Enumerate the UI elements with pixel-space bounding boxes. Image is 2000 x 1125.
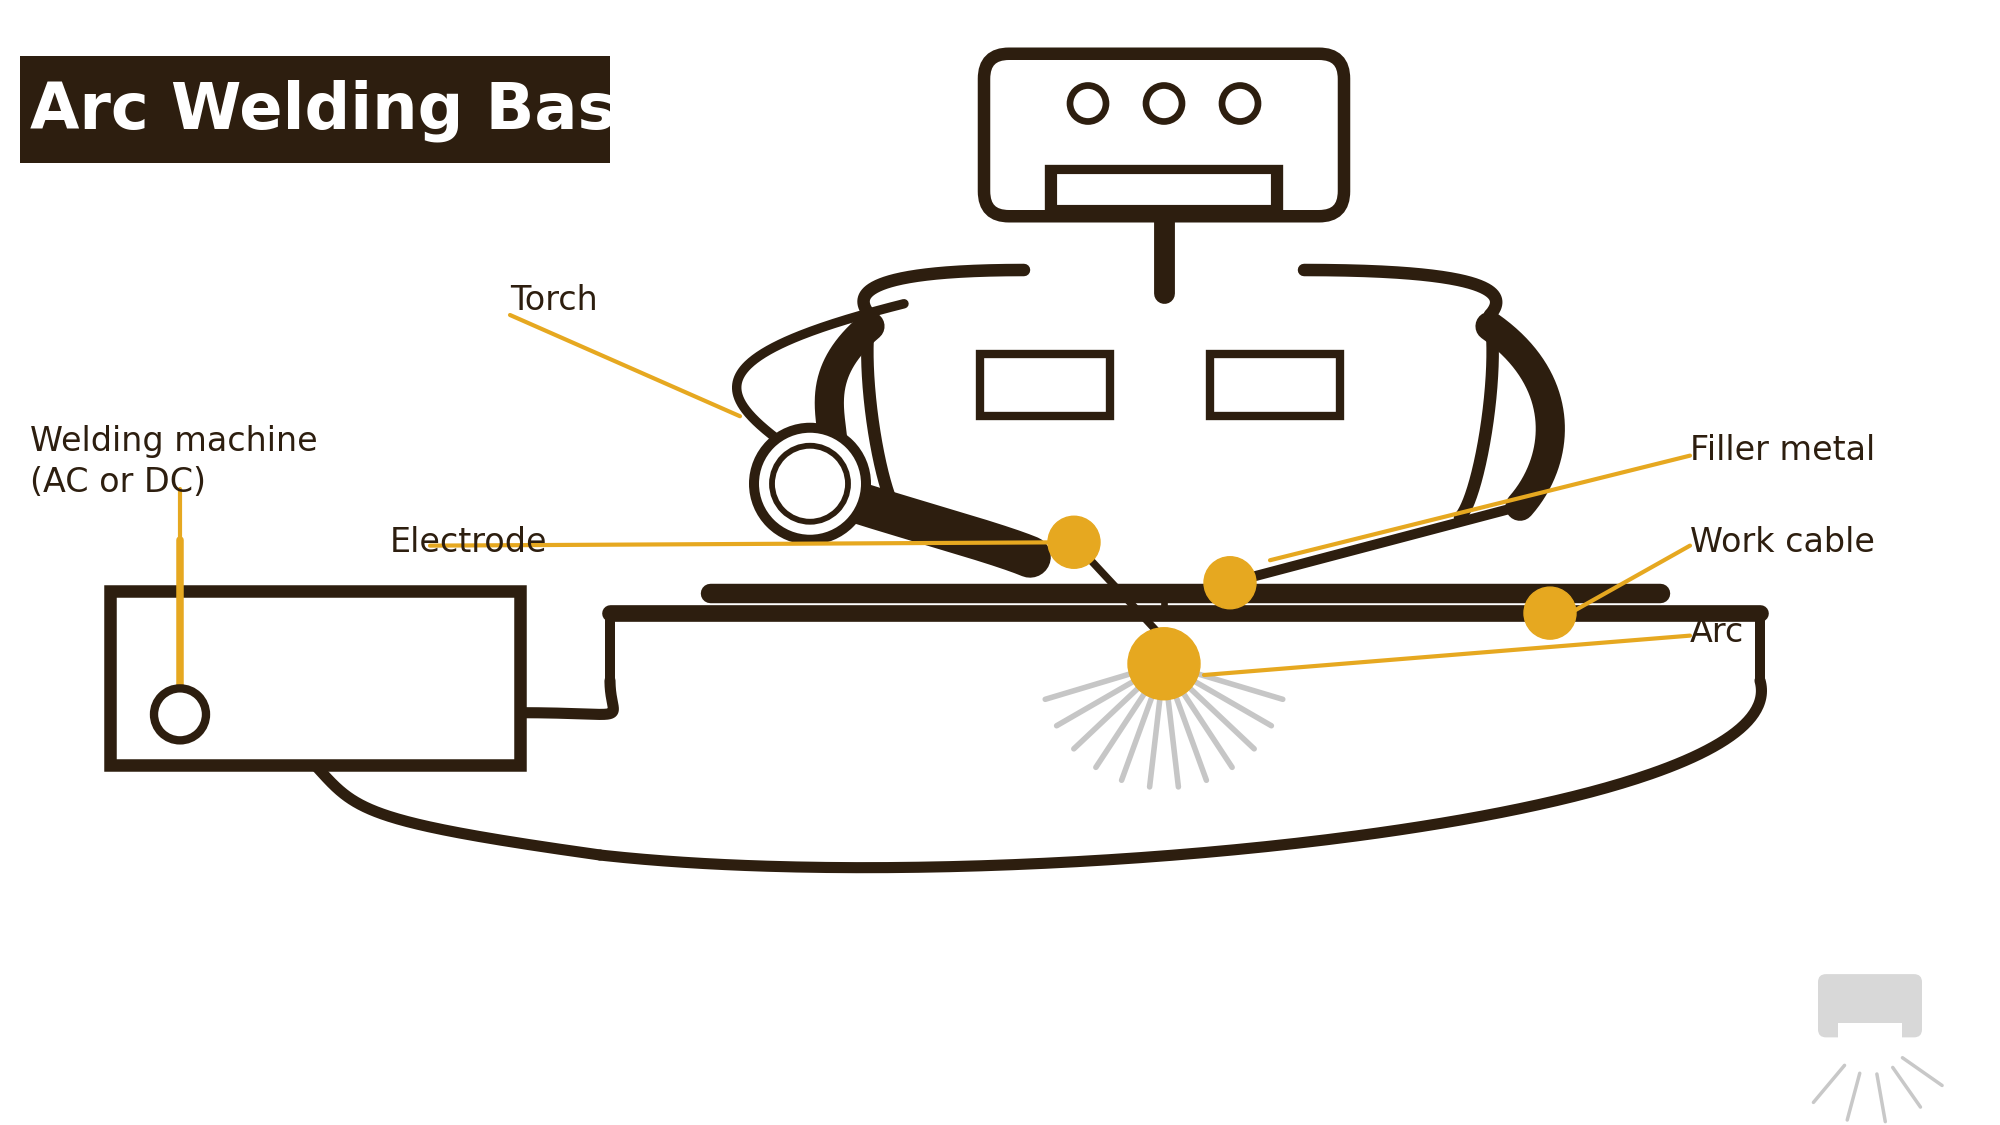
Text: Arc Welding Basics: Arc Welding Basics (30, 79, 714, 142)
Text: Arc: Arc (1690, 615, 1744, 649)
Text: (AC or DC): (AC or DC) (30, 466, 206, 500)
Text: Electrode: Electrode (390, 525, 548, 559)
Circle shape (154, 688, 206, 740)
Text: Welding machine: Welding machine (30, 424, 318, 458)
Circle shape (754, 428, 866, 540)
Circle shape (1146, 86, 1182, 122)
Bar (110, 591, 520, 765)
Text: Torch: Torch (510, 284, 598, 317)
Text: Filler metal: Filler metal (1690, 433, 1876, 467)
Bar (980, 354, 1110, 416)
Circle shape (1524, 587, 1576, 639)
Bar (1056, 172, 1274, 207)
Bar (20, 56, 610, 163)
Bar (1838, 1023, 1902, 1041)
Circle shape (1070, 86, 1106, 122)
Circle shape (1128, 628, 1200, 700)
Bar (1210, 354, 1340, 416)
Circle shape (1204, 557, 1256, 609)
FancyBboxPatch shape (984, 54, 1344, 216)
Bar (1048, 169, 1280, 212)
FancyBboxPatch shape (1818, 974, 1922, 1037)
Circle shape (1048, 516, 1100, 568)
Circle shape (1222, 86, 1258, 122)
Text: Work cable: Work cable (1690, 525, 1874, 559)
Circle shape (772, 446, 848, 522)
